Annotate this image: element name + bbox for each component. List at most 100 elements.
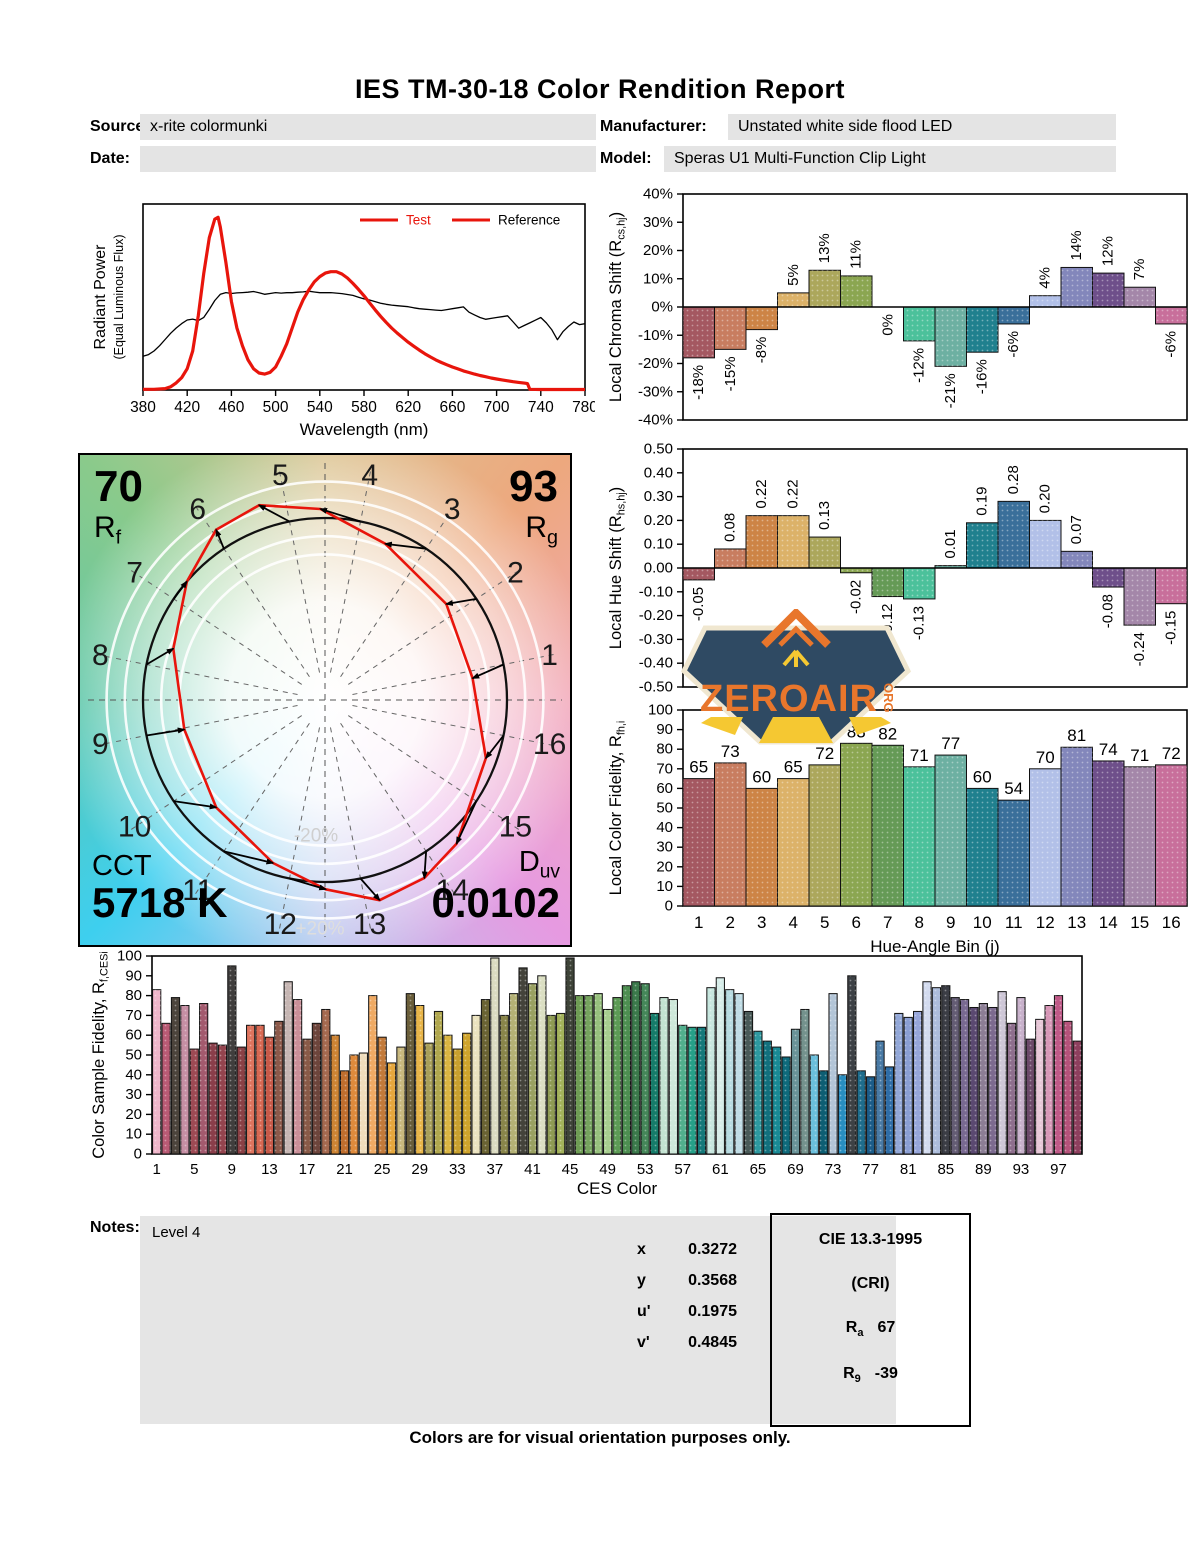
svg-text:CCT: CCT	[92, 850, 152, 882]
svg-text:8: 8	[92, 639, 109, 672]
svg-text:4: 4	[789, 913, 798, 932]
svg-text:0.00: 0.00	[644, 560, 673, 577]
svg-text:9: 9	[946, 913, 955, 932]
svg-text:0%: 0%	[651, 299, 673, 316]
chromaticity-block: x 0.3272 y 0.3568 u' 0.1975 v' 0.4845	[637, 1234, 737, 1358]
page-title: IES TM-30-18 Color Rendition Report	[354, 74, 846, 104]
svg-text:-0.50: -0.50	[639, 679, 673, 696]
svg-text:-0.08: -0.08	[1100, 594, 1117, 628]
svg-text:17: 17	[299, 1161, 316, 1178]
svg-text:11: 11	[182, 874, 213, 907]
svg-text:420: 420	[174, 399, 200, 416]
svg-text:16: 16	[1162, 913, 1181, 932]
svg-text:-0.20: -0.20	[639, 607, 673, 624]
svg-text:85: 85	[937, 1161, 954, 1178]
svg-text:7: 7	[883, 913, 892, 932]
svg-text:5: 5	[190, 1161, 198, 1178]
svg-text:-40%: -40%	[638, 412, 673, 429]
svg-text:14: 14	[1099, 913, 1118, 932]
svg-text:-0.15: -0.15	[1163, 611, 1180, 645]
svg-text:0: 0	[134, 1146, 142, 1163]
svg-text:81: 81	[900, 1161, 917, 1178]
cri-title: CIE 13.3-1995	[818, 1231, 923, 1248]
svg-text:40: 40	[656, 819, 673, 836]
svg-text:13: 13	[1067, 913, 1086, 932]
svg-text:Rf: Rf	[94, 511, 122, 549]
svg-text:54: 54	[1004, 779, 1023, 798]
spd-chart: 380 420 460 500 540 580 620 660 700 740 780 Wavelen…	[85, 192, 595, 442]
svg-text:0.30: 0.30	[644, 488, 673, 505]
chromaticity-row: x 0.3272	[637, 1240, 737, 1258]
svg-text:7: 7	[126, 556, 143, 589]
svg-text:33: 33	[449, 1161, 466, 1178]
svg-text:700: 700	[484, 399, 510, 416]
manufacturer-value: Unstated white side flood LED	[728, 114, 1116, 140]
svg-text:16: 16	[533, 728, 566, 761]
chromaticity-row: v' 0.4845	[637, 1333, 737, 1351]
svg-text:-6%: -6%	[1005, 331, 1022, 358]
svg-text:30%: 30%	[643, 214, 673, 231]
svg-text:0: 0	[665, 898, 673, 915]
svg-text:-21%: -21%	[942, 373, 959, 408]
svg-text:380: 380	[130, 399, 156, 416]
svg-text:15: 15	[1130, 913, 1149, 932]
svg-text:72: 72	[815, 744, 834, 763]
svg-text:-20%: -20%	[294, 826, 338, 847]
chromaticity-row: y 0.3568	[637, 1271, 737, 1289]
svg-text:0.22: 0.22	[785, 479, 802, 508]
svg-text:73: 73	[825, 1161, 842, 1178]
svg-text:80: 80	[125, 987, 142, 1004]
svg-text:14%: 14%	[1068, 230, 1085, 260]
svg-text:50: 50	[656, 800, 673, 817]
svg-text:(Equal Luminous Flux): (Equal Luminous Flux)	[112, 234, 126, 359]
svg-text:-18%: -18%	[690, 365, 707, 400]
svg-text:Radiant Power: Radiant Power	[92, 244, 109, 350]
svg-text:89: 89	[975, 1161, 992, 1178]
svg-text:11%: 11%	[848, 240, 865, 269]
svg-text:97: 97	[1050, 1161, 1067, 1178]
svg-text:49: 49	[599, 1161, 616, 1178]
svg-text:-0.24: -0.24	[1131, 632, 1148, 666]
zeroair-logo: ZEROAIR ORG	[681, 609, 911, 745]
svg-text:6: 6	[189, 493, 206, 526]
svg-text:-16%: -16%	[974, 359, 991, 394]
svg-text:41: 41	[524, 1161, 541, 1178]
svg-text:61: 61	[712, 1161, 729, 1178]
svg-text:10: 10	[656, 878, 673, 895]
local-chroma-shift-chart: -40% -30% -20% -10% 0% 10% 20% 30% 40% -18% -15% -8…	[605, 188, 1195, 428]
svg-text:-20%: -20%	[638, 355, 673, 372]
svg-text:81: 81	[1067, 726, 1086, 745]
svg-text:90: 90	[125, 967, 142, 984]
svg-text:60: 60	[973, 767, 992, 786]
svg-text:13: 13	[353, 908, 386, 941]
svg-text:0.20: 0.20	[1037, 484, 1054, 513]
svg-text:29: 29	[411, 1161, 428, 1178]
svg-text:-0.10: -0.10	[639, 583, 673, 600]
svg-text:11: 11	[1005, 913, 1023, 932]
svg-text:2: 2	[726, 913, 735, 932]
svg-text:-12%: -12%	[911, 348, 928, 383]
svg-text:0.28: 0.28	[1005, 465, 1022, 494]
svg-text:-0.13: -0.13	[911, 606, 928, 640]
svg-text:0.22: 0.22	[753, 479, 770, 508]
logo-beam-right	[849, 717, 891, 735]
source-label: Source:	[90, 118, 150, 135]
svg-text:53: 53	[637, 1161, 654, 1178]
svg-text:80: 80	[656, 741, 673, 758]
color-vector-graphic: -20% +20% 1 2 3 4 5 6 7 8 9 10 11 12 13 14 15 16 70 Rf 93 Rg C…	[78, 453, 572, 947]
svg-text:13%: 13%	[816, 233, 833, 263]
svg-text:21: 21	[336, 1161, 353, 1178]
svg-text:40: 40	[125, 1066, 142, 1083]
svg-text:0.40: 0.40	[644, 464, 673, 481]
svg-text:4%: 4%	[1037, 267, 1054, 289]
svg-text:660: 660	[439, 399, 465, 416]
svg-text:+20%: +20%	[295, 918, 344, 939]
svg-text:10: 10	[118, 811, 151, 844]
svg-text:Local Hue Shift (Rhs,hj): Local Hue Shift (Rhs,hj)	[607, 487, 628, 649]
svg-text:0.07: 0.07	[1068, 515, 1085, 544]
svg-text:-0.40: -0.40	[639, 655, 673, 672]
svg-text:20: 20	[656, 858, 673, 875]
local-hue-shift-chart: -0.50 -0.40 -0.30 -0.20 -0.10 0.00 0.10 0.20 0.3…	[605, 443, 1195, 695]
svg-text:1: 1	[541, 639, 558, 672]
